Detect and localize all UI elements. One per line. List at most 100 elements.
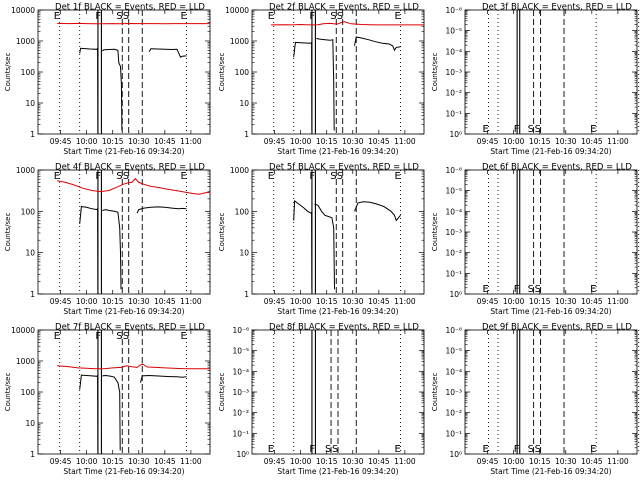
y-tick-label: 10 bbox=[239, 99, 249, 108]
event-marker-label: F bbox=[95, 331, 101, 342]
x-tick-label: 10:15 bbox=[102, 137, 124, 146]
x-tick-label: 10:15 bbox=[529, 297, 551, 306]
x-tick-label: 09:45 bbox=[477, 297, 499, 306]
x-tick-label: 09:45 bbox=[264, 137, 286, 146]
y-tick-label: 10000 bbox=[225, 6, 249, 15]
event-marker-label: E bbox=[590, 124, 596, 135]
y-axis-label: Counts/sec bbox=[4, 373, 12, 412]
x-tick-label: 10:00 bbox=[76, 297, 98, 306]
event-marker-label: S bbox=[332, 444, 338, 455]
x-tick-label: 10:00 bbox=[503, 297, 525, 306]
y-tick-label: 10⁻⁶ bbox=[445, 326, 462, 335]
y-tick-label: 10⁰ bbox=[449, 290, 462, 299]
x-tick-label: 09:45 bbox=[477, 137, 499, 146]
y-axis-label: Counts/sec bbox=[218, 373, 226, 412]
panel-det-3: Det 3f BLACK = Events, RED = LLD 10⁰ 10⁻¹ 1… bbox=[431, 3, 640, 156]
x-tick-label: 10:45 bbox=[581, 137, 603, 146]
y-tick-label: 10⁻⁴ bbox=[445, 207, 462, 216]
x-tick-label: 10:45 bbox=[368, 297, 390, 306]
x-tick-label: 11:00 bbox=[394, 137, 416, 146]
x-tick-label: 10:30 bbox=[555, 137, 577, 146]
y-tick-label: 10⁻⁵ bbox=[445, 347, 462, 356]
y-tick-label: 10000 bbox=[11, 6, 35, 15]
y-tick-label: 10⁰ bbox=[236, 450, 249, 459]
panel-det-6: Det 6f BLACK = Events, RED = LLD 10⁰ 10⁻¹ 1… bbox=[431, 163, 640, 316]
x-tick-label: 10:15 bbox=[529, 457, 551, 466]
y-tick-label: 1000 bbox=[16, 37, 35, 46]
x-tick-label: 11:00 bbox=[607, 137, 629, 146]
y-tick-label: 10 bbox=[25, 99, 35, 108]
event-marker-label: S bbox=[337, 11, 343, 22]
x-tick-label: 10:45 bbox=[368, 457, 390, 466]
x-axis-label: Start Time (21-Feb-16 09:34:20) bbox=[490, 147, 611, 156]
events-series-line bbox=[79, 206, 187, 290]
x-axis-label: Start Time (21-Feb-16 09:34:20) bbox=[277, 467, 398, 476]
x-tick-label: 11:00 bbox=[180, 457, 202, 466]
y-tick-label: 10⁻³ bbox=[445, 228, 462, 237]
x-axis-label: Start Time (21-Feb-16 09:34:20) bbox=[277, 147, 398, 156]
event-marker-label: E bbox=[482, 124, 488, 135]
y-tick-label: 10 bbox=[25, 249, 35, 258]
lld-series-line bbox=[271, 21, 424, 26]
y-tick-label: 1 bbox=[30, 450, 35, 459]
y-tick-label: 10⁻⁶ bbox=[445, 6, 462, 15]
event-marker-label: S bbox=[330, 11, 336, 22]
event-marker-label: S bbox=[535, 284, 541, 295]
y-tick-label: 10⁻² bbox=[445, 89, 462, 98]
panel-title: Det 9f BLACK = Events, RED = LLD bbox=[482, 323, 632, 333]
event-marker-label: E bbox=[482, 284, 488, 295]
panel-det-8: Det 8f BLACK = Events, RED = LLD 10⁰ 10⁻¹ 1… bbox=[218, 323, 425, 476]
x-tick-label: 11:00 bbox=[394, 457, 416, 466]
x-tick-label: 11:00 bbox=[394, 297, 416, 306]
y-tick-label: 10⁻² bbox=[445, 249, 462, 258]
event-marker-label: S bbox=[325, 444, 331, 455]
plot-frame bbox=[464, 9, 638, 135]
panel-title: Det 6f BLACK = Events, RED = LLD bbox=[482, 163, 632, 173]
x-axis-label: Start Time (21-Feb-16 09:34:20) bbox=[63, 147, 184, 156]
x-tick-label: 10:15 bbox=[316, 297, 338, 306]
events-series-line bbox=[79, 373, 187, 451]
y-tick-label: 100 bbox=[21, 68, 36, 77]
y-tick-label: 10⁻⁵ bbox=[445, 27, 462, 36]
event-marker-label: E bbox=[54, 171, 60, 182]
x-tick-label: 11:00 bbox=[180, 297, 202, 306]
panel-det-2: Det 2f BLACK = Events, RED = LLD 1 10 100 10… bbox=[218, 3, 425, 156]
x-axis-label: Start Time (21-Feb-16 09:34:20) bbox=[490, 307, 611, 316]
x-tick-label: 10:30 bbox=[128, 137, 150, 146]
event-marker-label: S bbox=[330, 171, 336, 182]
x-tick-label: 10:00 bbox=[290, 457, 312, 466]
x-tick-label: 10:00 bbox=[503, 457, 525, 466]
event-marker-label: E bbox=[181, 171, 187, 182]
x-tick-label: 11:00 bbox=[607, 457, 629, 466]
y-axis-label: Counts/sec bbox=[4, 53, 12, 92]
event-marker-label: S bbox=[116, 11, 122, 22]
x-tick-label: 10:00 bbox=[76, 457, 98, 466]
plot-frame bbox=[37, 9, 211, 135]
plot-frame bbox=[251, 9, 425, 135]
panel-title: Det 8f BLACK = Events, RED = LLD bbox=[269, 323, 419, 333]
x-axis-label: Start Time (21-Feb-16 09:34:20) bbox=[277, 307, 398, 316]
event-marker-label: F bbox=[309, 444, 315, 455]
y-tick-label: 1 bbox=[244, 290, 249, 299]
x-tick-label: 10:45 bbox=[368, 137, 390, 146]
y-tick-label: 1000 bbox=[230, 37, 249, 46]
x-tick-label: 11:00 bbox=[180, 137, 202, 146]
y-tick-label: 10⁻⁴ bbox=[445, 367, 462, 376]
event-marker-label: E bbox=[590, 284, 596, 295]
panel-det-9: Det 9f BLACK = Events, RED = LLD 10⁰ 10⁻¹ 1… bbox=[431, 323, 640, 476]
plot-frame bbox=[251, 169, 425, 295]
y-tick-label: 10⁻³ bbox=[232, 388, 249, 397]
y-tick-label: 10⁻¹ bbox=[445, 109, 462, 118]
y-axis-label: Counts/sec bbox=[218, 53, 226, 92]
event-marker-label: S bbox=[123, 171, 129, 182]
event-marker-label: S bbox=[337, 171, 343, 182]
y-tick-label: 100 bbox=[235, 207, 250, 216]
event-marker-label: S bbox=[123, 11, 129, 22]
y-tick-label: 10⁻¹ bbox=[445, 269, 462, 278]
y-tick-label: 10⁰ bbox=[449, 130, 462, 139]
event-marker-label: F bbox=[514, 444, 520, 455]
x-tick-label: 09:45 bbox=[50, 297, 72, 306]
x-tick-label: 09:45 bbox=[50, 457, 72, 466]
x-tick-label: 10:45 bbox=[581, 457, 603, 466]
panel-title: Det 7f BLACK = Events, RED = LLD bbox=[55, 323, 205, 333]
